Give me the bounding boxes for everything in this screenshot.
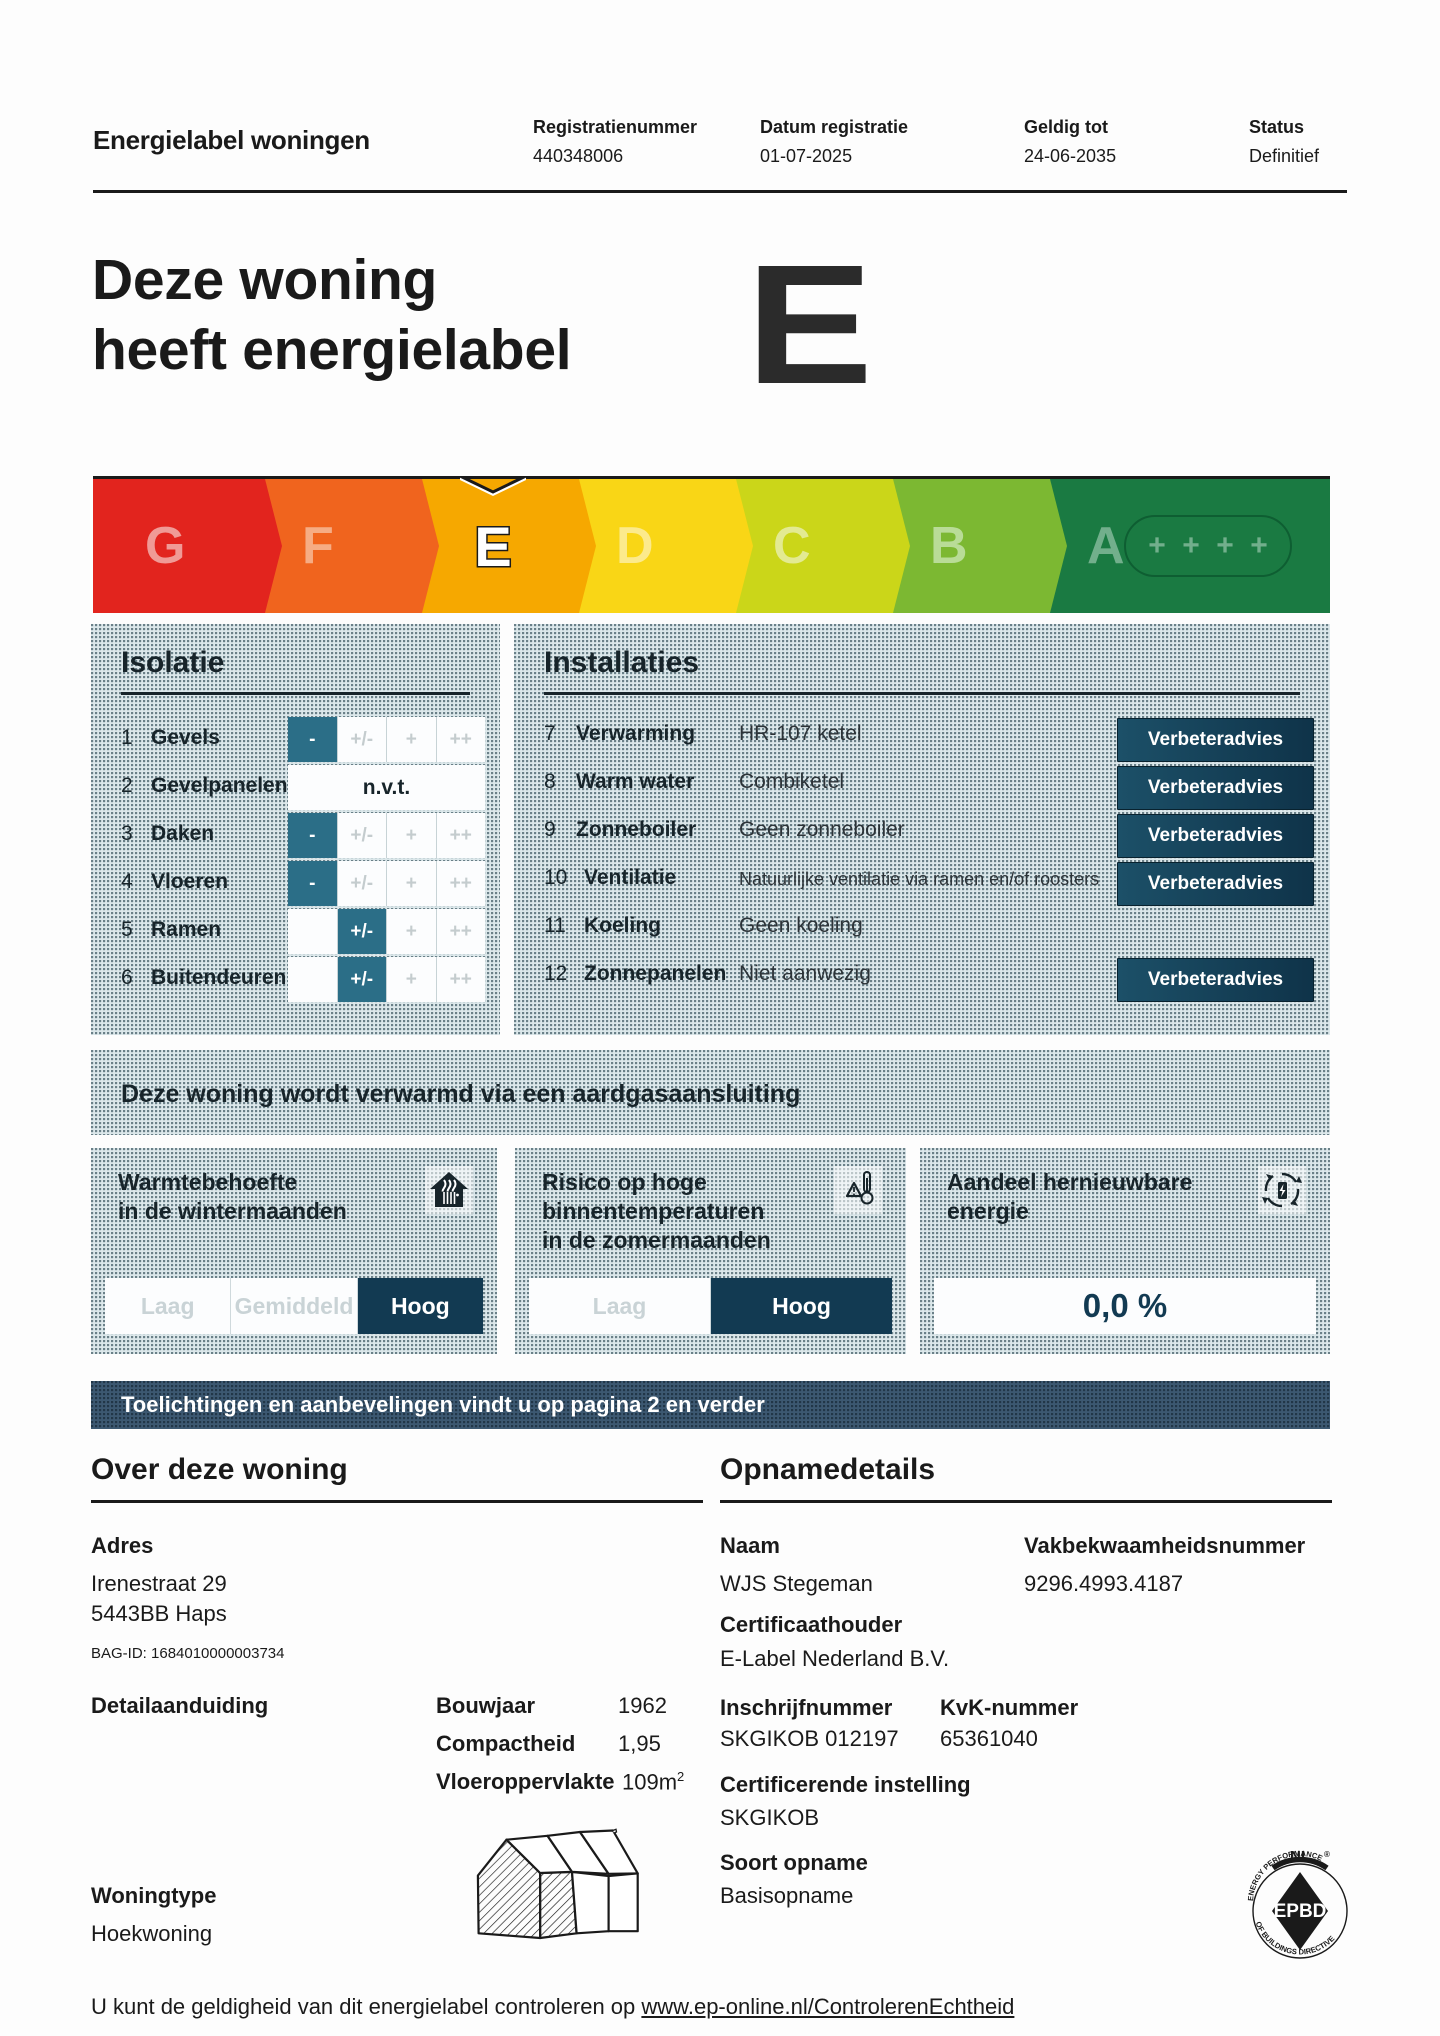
svg-text:EPBD: EPBD bbox=[1274, 1901, 1327, 1922]
svg-text:®: ® bbox=[1324, 1850, 1330, 1859]
